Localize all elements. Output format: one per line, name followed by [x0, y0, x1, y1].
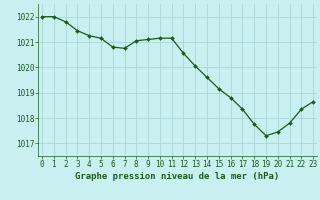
- X-axis label: Graphe pression niveau de la mer (hPa): Graphe pression niveau de la mer (hPa): [76, 172, 280, 181]
